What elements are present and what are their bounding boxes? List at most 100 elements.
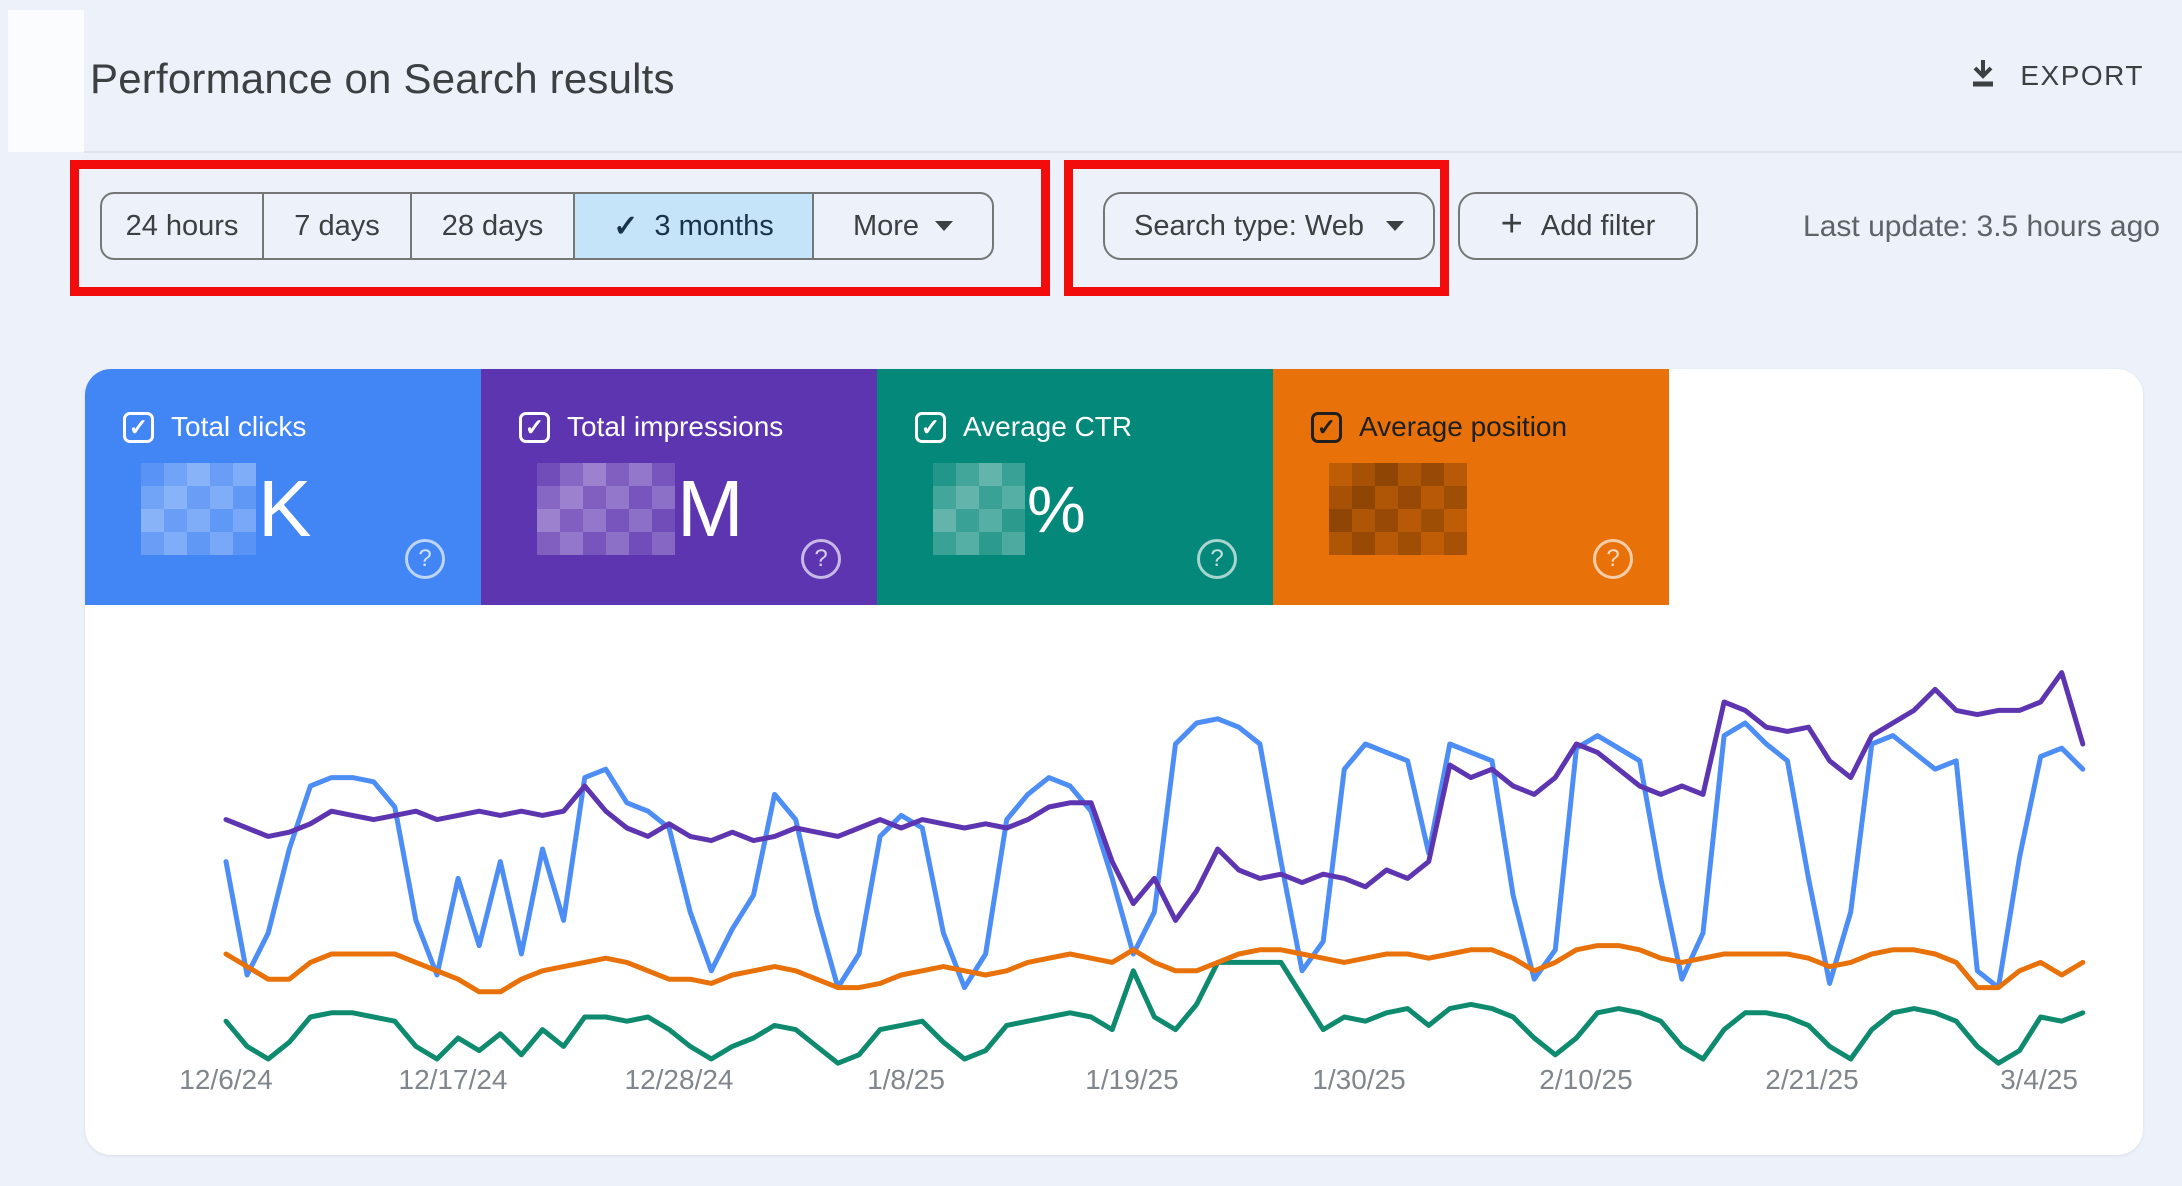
mosaic-tile [583,463,606,486]
chip-label: 7 days [294,209,380,242]
chip-more[interactable]: More [812,194,992,258]
redacted-value-mosaic [933,463,1025,555]
x-tick-label: 1/19/25 [1085,1064,1179,1095]
mosaic-tile [1329,509,1352,532]
metric-card-total-impressions[interactable]: ✓ Total impressions M ? [481,369,877,605]
chip-24-hours[interactable]: 24 hours [102,194,262,258]
mosaic-tile [606,463,629,486]
mosaic-tile [606,532,629,555]
mosaic-tile [141,532,164,555]
mosaic-tile [537,486,560,509]
mosaic-tile [956,463,979,486]
mosaic-tile [560,463,583,486]
help-icon[interactable]: ? [801,539,841,579]
chip-28-days[interactable]: 28 days [410,194,573,258]
last-update-text: Last update: 3.5 hours ago [1803,210,2160,243]
mosaic-tile [164,532,187,555]
metric-value-redacted [1329,459,1669,559]
export-button[interactable]: EXPORT [1966,56,2144,95]
page-title: Performance on Search results [90,55,675,102]
date-range-chip-group: 24 hours 7 days 28 days ✓ 3 months More [100,192,994,260]
search-type-label: Search type: Web [1134,209,1364,242]
mosaic-tile [1002,532,1025,555]
mosaic-tile [652,486,675,509]
mosaic-tile [629,509,652,532]
mosaic-tile [606,486,629,509]
x-tick-label: 12/17/24 [398,1064,508,1095]
x-tick-label: 2/10/25 [1539,1064,1633,1095]
checkbox-total-impressions[interactable]: ✓ [519,411,550,443]
performance-line-chart[interactable] [85,600,2143,1100]
mosaic-tile [537,532,560,555]
mosaic-tile [1375,463,1398,486]
mosaic-tile [1002,463,1025,486]
chip-7-days[interactable]: 7 days [262,194,410,258]
mosaic-tile [1375,486,1398,509]
mosaic-tile [141,486,164,509]
mosaic-tile [560,532,583,555]
mosaic-tile [583,486,606,509]
export-label: EXPORT [2020,59,2144,91]
mosaic-tile [956,486,979,509]
mosaic-tile [956,532,979,555]
redacted-value-mosaic [537,463,675,555]
line-average-ctr [223,959,2086,1066]
help-icon[interactable]: ? [1197,539,1237,579]
x-tick-label: 12/6/24 [179,1064,273,1095]
mosaic-tile [933,463,956,486]
line-total-impressions [223,670,2086,923]
mosaic-tile [933,486,956,509]
mosaic-tile [1002,509,1025,532]
download-icon [1966,56,2000,95]
mosaic-tile [979,509,1002,532]
help-icon[interactable]: ? [405,539,445,579]
mosaic-tile [164,463,187,486]
metric-card-average-ctr[interactable]: ✓ Average CTR % ? [877,369,1273,605]
mosaic-tile [1444,532,1467,555]
mosaic-tile [652,463,675,486]
search-type-dropdown[interactable]: Search type: Web [1103,192,1435,260]
mosaic-tile [164,509,187,532]
mosaic-tile [187,509,210,532]
checkbox-average-position[interactable]: ✓ [1311,411,1342,443]
mosaic-tile [141,463,164,486]
mosaic-tile [1329,486,1352,509]
plus-icon: + [1500,203,1523,245]
mosaic-tile [210,463,233,486]
metric-card-average-position[interactable]: ✓ Average position ? [1273,369,1669,605]
mosaic-tile [583,532,606,555]
mosaic-tile [1421,509,1444,532]
metric-card-total-clicks[interactable]: ✓ Total clicks K ? [85,369,481,605]
check-icon: ✓ [613,209,639,243]
x-tick-label: 12/28/24 [624,1064,734,1095]
line-average-position [223,943,2086,995]
checkbox-total-clicks[interactable]: ✓ [123,411,154,443]
redacted-value-mosaic [1329,463,1467,555]
mosaic-tile [537,463,560,486]
mosaic-tile [1421,532,1444,555]
mosaic-tile [1002,486,1025,509]
mosaic-tile [560,509,583,532]
chip-3-months[interactable]: ✓ 3 months [573,194,812,258]
mosaic-tile [187,532,210,555]
mosaic-tile [1444,509,1467,532]
chip-label: 24 hours [125,209,239,242]
mosaic-tile [1444,486,1467,509]
redacted-value-mosaic [141,463,256,555]
metric-label: Average position [1359,411,1568,442]
checkbox-average-ctr[interactable]: ✓ [915,411,946,443]
mosaic-tile [233,486,256,509]
x-tick-label: 3/4/25 [2000,1064,2078,1095]
help-icon[interactable]: ? [1593,539,1633,579]
value-suffix: K [258,464,312,553]
add-filter-button[interactable]: + Add filter [1458,192,1698,260]
mosaic-tile [956,509,979,532]
mosaic-tile [1329,532,1352,555]
metric-label: Average CTR [963,411,1133,442]
chip-label: More [852,209,920,242]
left-edge-strip [8,10,84,152]
mosaic-tile [933,509,956,532]
x-tick-label: 2/21/25 [1765,1064,1859,1095]
performance-panel: ✓ Total clicks K ? ✓ Total impressions M… [85,369,2143,1155]
